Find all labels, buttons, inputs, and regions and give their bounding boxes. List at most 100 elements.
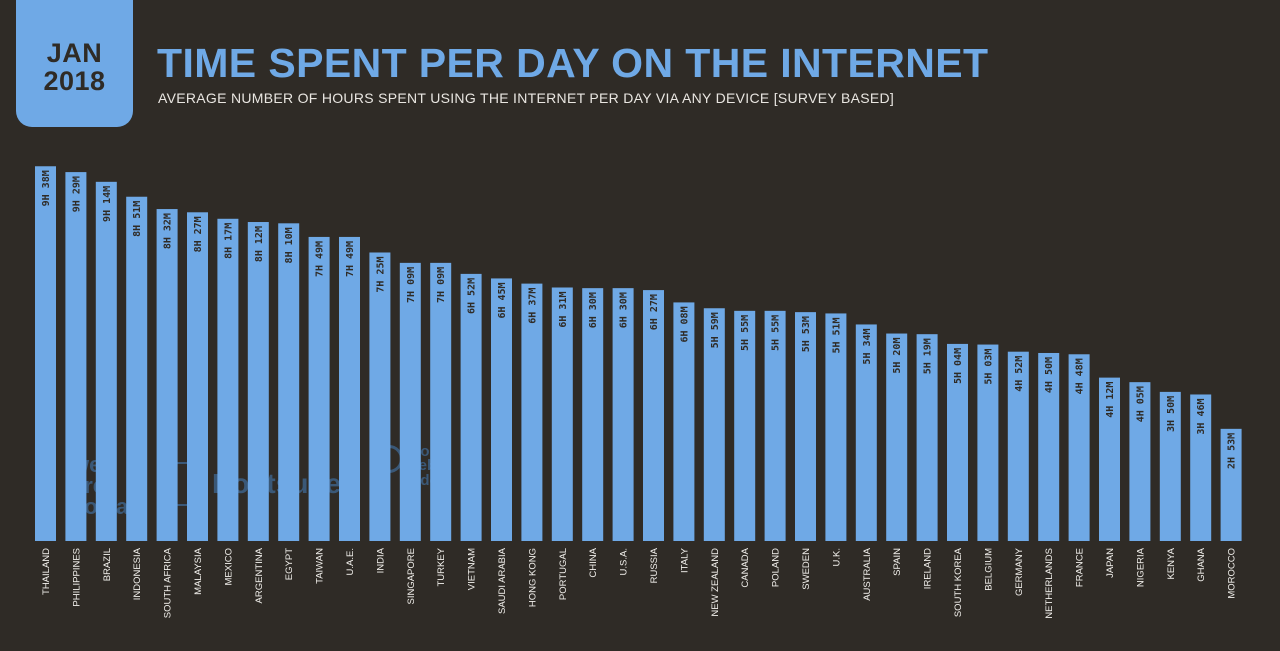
category-label: CHINA <box>588 547 599 577</box>
bar-spain <box>886 333 908 541</box>
bar-egypt <box>278 223 300 542</box>
bar-value-label: 8H 32M <box>163 213 174 249</box>
bar-value-label: 6H 30M <box>619 292 630 328</box>
bar-value-label: 8H 10M <box>284 227 295 263</box>
category-label: U.K. <box>831 548 842 566</box>
bar-value-label: 9H 29M <box>71 176 82 212</box>
category-label: IRELAND <box>923 548 934 589</box>
category-label: SOUTH AFRICA <box>163 547 174 618</box>
category-label: THAILAND <box>41 548 52 595</box>
bar-china <box>582 288 604 541</box>
category-label: INDIA <box>375 547 386 573</box>
category-label: U.A.E. <box>345 548 356 575</box>
bar-value-label: 6H 08M <box>679 306 690 342</box>
bar-taiwan <box>308 236 330 541</box>
bar-belgium <box>977 344 999 541</box>
category-label: NEW ZEALAND <box>710 548 721 617</box>
bar-japan <box>1099 377 1120 541</box>
bar-value-label: 5H 55M <box>740 315 751 351</box>
bar-south-africa <box>156 209 178 541</box>
bar-france <box>1068 354 1090 541</box>
bar-value-label: 9H 14M <box>102 186 113 222</box>
bar-u-a-e- <box>339 236 360 541</box>
category-label: AUSTRALIA <box>862 547 873 600</box>
bar-hong-kong <box>521 283 543 541</box>
bar-indonesia <box>126 196 148 542</box>
category-label: BELGIUM <box>983 548 994 591</box>
bar-sweden <box>795 312 816 541</box>
category-label: NIGERIA <box>1135 547 1146 587</box>
category-label: ARGENTINA <box>254 547 265 603</box>
bar-value-label: 5H 34M <box>862 328 873 364</box>
bar-value-label: 6H 45M <box>497 282 508 318</box>
bar-value-label: 6H 27M <box>649 294 660 330</box>
bar-italy <box>673 302 695 541</box>
bar-value-label: 4H 50M <box>1044 357 1055 393</box>
category-label: EGYPT <box>284 548 295 580</box>
bar-value-label: 7H 25M <box>375 256 386 292</box>
bar-value-label: 4H 05M <box>1135 386 1146 422</box>
bar-netherlands <box>1038 352 1060 541</box>
bar-singapore <box>399 262 421 541</box>
bar-value-label: 7H 09M <box>406 267 417 303</box>
category-label: MEXICO <box>223 548 234 585</box>
bar-malaysia <box>187 212 208 542</box>
category-label: PHILIPPINES <box>71 548 82 607</box>
bar-turkey <box>430 262 452 541</box>
category-label: SAUDI ARABIA <box>497 547 508 614</box>
category-label: JAPAN <box>1105 548 1116 578</box>
bar-u-s-a- <box>612 288 634 541</box>
badge-year: 2018 <box>43 65 106 96</box>
bar-vietnam <box>460 273 482 541</box>
bar-kenya <box>1159 391 1181 541</box>
bar-value-label: 5H 19M <box>923 338 934 374</box>
bar-u-k- <box>825 313 847 541</box>
bar-value-label: 5H 53M <box>801 316 812 352</box>
category-label: GHANA <box>1196 547 1207 581</box>
bar-value-label: 8H 12M <box>254 226 265 262</box>
bar-value-label: 7H 49M <box>345 241 356 277</box>
bar-mexico <box>217 218 239 542</box>
chart-subtitle: AVERAGE NUMBER OF HOURS SPENT USING THE … <box>158 90 895 106</box>
category-label: U.S.A. <box>619 548 630 575</box>
category-label: GERMANY <box>1014 547 1025 596</box>
bar-value-label: 3H 50M <box>1166 396 1177 432</box>
bar-value-label: 5H 55M <box>771 315 782 351</box>
bar-value-label: 6H 37M <box>527 288 538 324</box>
bar-value-label: 8H 51M <box>132 201 143 237</box>
bar-value-label: 9H 38M <box>41 170 52 206</box>
bar-portugal <box>551 287 573 541</box>
bar-new-zealand <box>703 308 725 541</box>
bar-value-label: 8H 17M <box>223 223 234 259</box>
category-label: MOROCCO <box>1227 548 1238 599</box>
bar-australia <box>855 324 877 541</box>
category-label: FRANCE <box>1075 548 1086 587</box>
bar-value-label: 3H 46M <box>1196 398 1207 434</box>
bar-value-label: 5H 51M <box>831 317 842 353</box>
bar-value-label: 4H 52M <box>1014 356 1025 392</box>
bar-india <box>369 252 391 541</box>
bar-russia <box>643 290 664 541</box>
category-label: SOUTH KOREA <box>953 547 964 617</box>
category-label: SPAIN <box>892 548 903 576</box>
category-label: NETHERLANDS <box>1044 548 1055 619</box>
bar-saudi-arabia <box>491 278 512 541</box>
bar-value-label: 4H 48M <box>1075 358 1086 394</box>
category-label: CANADA <box>740 547 751 587</box>
category-label: KENYA <box>1166 547 1177 579</box>
bar-value-label: 5H 59M <box>710 312 721 348</box>
category-label: HONG KONG <box>527 548 538 607</box>
bar-value-label: 5H 20M <box>892 338 903 374</box>
category-label: VIETNAM <box>467 548 478 590</box>
date-badge: JAN 2018 <box>16 0 133 127</box>
bar-south-korea <box>947 343 968 541</box>
category-label: BRAZIL <box>102 548 113 581</box>
category-label: TURKEY <box>436 547 447 586</box>
chart-title: TIME SPENT PER DAY ON THE INTERNET <box>157 40 989 86</box>
bar-value-label: 8H 27M <box>193 216 204 252</box>
category-label: SWEDEN <box>801 548 812 590</box>
bar-canada <box>734 310 756 541</box>
bar-value-label: 5H 04M <box>953 348 964 384</box>
bar-germany <box>1007 351 1029 541</box>
